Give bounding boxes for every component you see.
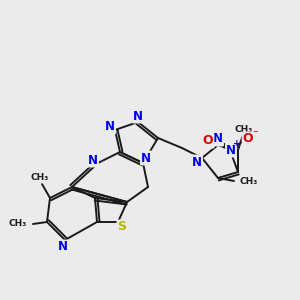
Text: N: N bbox=[58, 241, 68, 254]
Text: N: N bbox=[192, 155, 202, 169]
Text: N: N bbox=[88, 154, 98, 166]
Text: O: O bbox=[203, 134, 213, 148]
Text: S: S bbox=[118, 220, 127, 233]
Text: CH₃: CH₃ bbox=[235, 124, 253, 134]
Text: N: N bbox=[133, 110, 143, 122]
Text: CH₃: CH₃ bbox=[31, 173, 49, 182]
Text: +: + bbox=[233, 140, 241, 148]
Text: O: O bbox=[243, 133, 253, 146]
Text: ⁻: ⁻ bbox=[252, 129, 258, 139]
Text: N: N bbox=[226, 143, 236, 157]
Text: CH₃: CH₃ bbox=[9, 220, 27, 229]
Text: CH₃: CH₃ bbox=[240, 178, 258, 187]
Text: N: N bbox=[141, 152, 151, 164]
Text: N: N bbox=[213, 133, 223, 146]
Text: N: N bbox=[105, 121, 115, 134]
